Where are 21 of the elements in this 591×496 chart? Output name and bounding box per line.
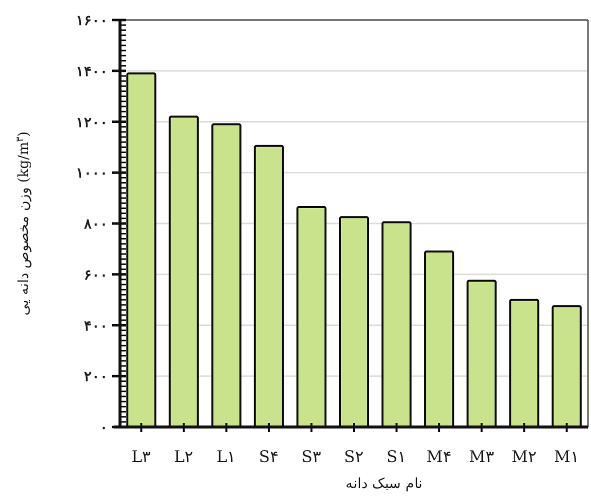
- y-tick-label: ۱۶۰۰: [76, 13, 108, 29]
- x-tick-label: L۳: [131, 447, 152, 466]
- x-tick-label: S۳: [301, 447, 322, 466]
- y-tick-label: ۱۰۰۰: [76, 166, 108, 182]
- x-tick-label: L۱: [216, 447, 236, 466]
- y-tick-label: ۰: [100, 420, 108, 436]
- x-tick-label: S۱: [386, 447, 407, 466]
- x-tick-label: S۴: [258, 447, 279, 466]
- x-tick-label: M۱: [554, 447, 580, 466]
- y-tick-label: ۲۰۰: [84, 369, 108, 386]
- y-tick-label: ۶۰۰: [84, 267, 108, 284]
- x-tick-label: M۴: [426, 447, 452, 466]
- y-tick-label: ۸۰۰: [83, 216, 108, 232]
- x-tick-label: M۲: [511, 447, 537, 466]
- x-tick-label: M۳: [468, 447, 494, 466]
- y-tick-label: ۱۲۰۰: [76, 114, 108, 131]
- x-axis-title: نام سبک دانه: [346, 476, 422, 492]
- x-tick-label: S۲: [344, 447, 364, 466]
- y-tick-label: ۴۰۰: [84, 318, 108, 334]
- x-tick-label: L۲: [174, 447, 194, 466]
- y-tick-label: ۱۴۰۰: [76, 64, 108, 80]
